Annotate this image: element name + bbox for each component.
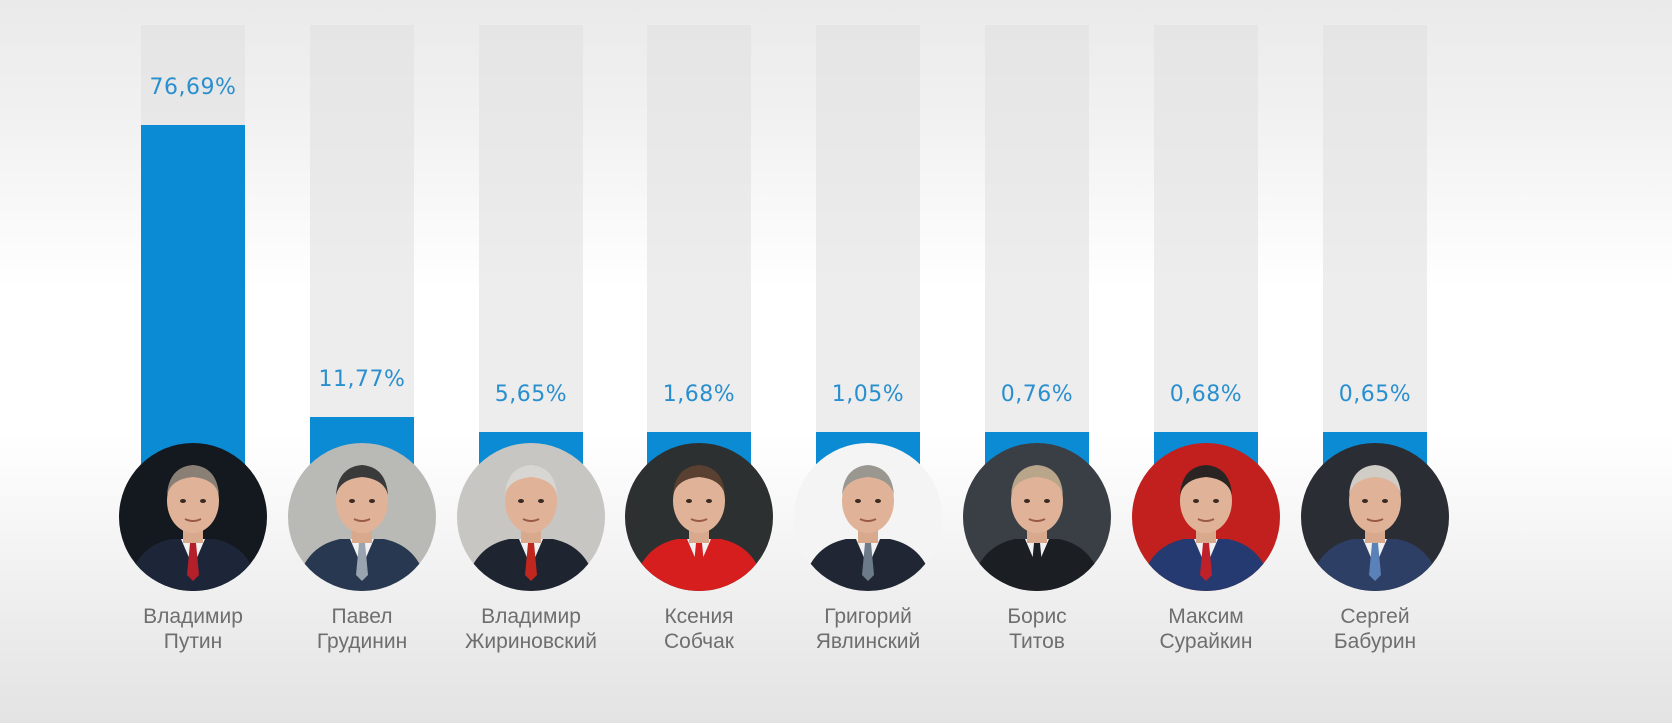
candidate-name: Сергей Бабурин — [1285, 604, 1465, 654]
candidate-first-name: Сергей — [1340, 605, 1410, 628]
bar-track — [479, 25, 583, 470]
candidate-first-name: Ксения — [664, 605, 734, 628]
candidate-name: Ксения Собчак — [609, 604, 789, 654]
candidate-photo — [963, 443, 1111, 591]
bar-1 — [141, 124, 245, 470]
candidate-first-name: Владимир — [481, 605, 581, 628]
candidate-photo — [288, 443, 436, 591]
candidate-photo — [625, 443, 773, 591]
candidate-name: Максим Сурайкин — [1116, 604, 1296, 654]
candidate-name: Павел Грудинин — [272, 604, 452, 654]
data-label: 0,65% — [1338, 382, 1412, 407]
candidate-name: Григорий Явлинский — [778, 604, 958, 654]
candidate-last-name: Жириновский — [465, 630, 597, 653]
candidate-photo — [457, 443, 605, 591]
candidate-last-name: Собчак — [664, 630, 734, 653]
candidate-photo — [1132, 443, 1280, 591]
candidate-first-name: Владимир — [143, 605, 243, 628]
data-label: 1,68% — [662, 382, 736, 407]
candidate-last-name: Путин — [163, 630, 223, 653]
candidate-photo — [794, 443, 942, 591]
candidate-last-name: Грудинин — [316, 630, 408, 653]
bar-track — [310, 25, 414, 470]
candidate-last-name: Явлинский — [815, 630, 921, 653]
bar-track — [1154, 25, 1258, 470]
candidate-photo — [1301, 443, 1449, 591]
data-label: 5,65% — [494, 382, 568, 407]
candidate-last-name: Сурайкин — [1159, 630, 1253, 653]
data-label: 11,77% — [318, 367, 406, 393]
data-label: 0,68% — [1169, 382, 1243, 407]
bar-track — [1323, 25, 1427, 470]
candidate-last-name: Титов — [1009, 630, 1065, 653]
candidate-name: Владимир Жириновский — [441, 604, 621, 654]
data-label: 76,69% — [149, 74, 237, 100]
candidate-photo — [119, 443, 267, 591]
candidate-first-name: Борис — [1007, 605, 1067, 628]
candidate-name: Владимир Путин — [103, 604, 283, 654]
candidate-name: Борис Титов — [947, 604, 1127, 654]
candidate-last-name: Бабурин — [1333, 630, 1417, 653]
candidate-first-name: Григорий — [824, 605, 912, 628]
candidate-first-name: Максим — [1168, 605, 1244, 628]
bar-track — [647, 25, 751, 470]
candidate-first-name: Павел — [331, 605, 393, 628]
bar-track — [816, 25, 920, 470]
bar-track — [985, 25, 1089, 470]
data-label: 0,76% — [1000, 382, 1074, 407]
data-label: 1,05% — [831, 382, 905, 407]
